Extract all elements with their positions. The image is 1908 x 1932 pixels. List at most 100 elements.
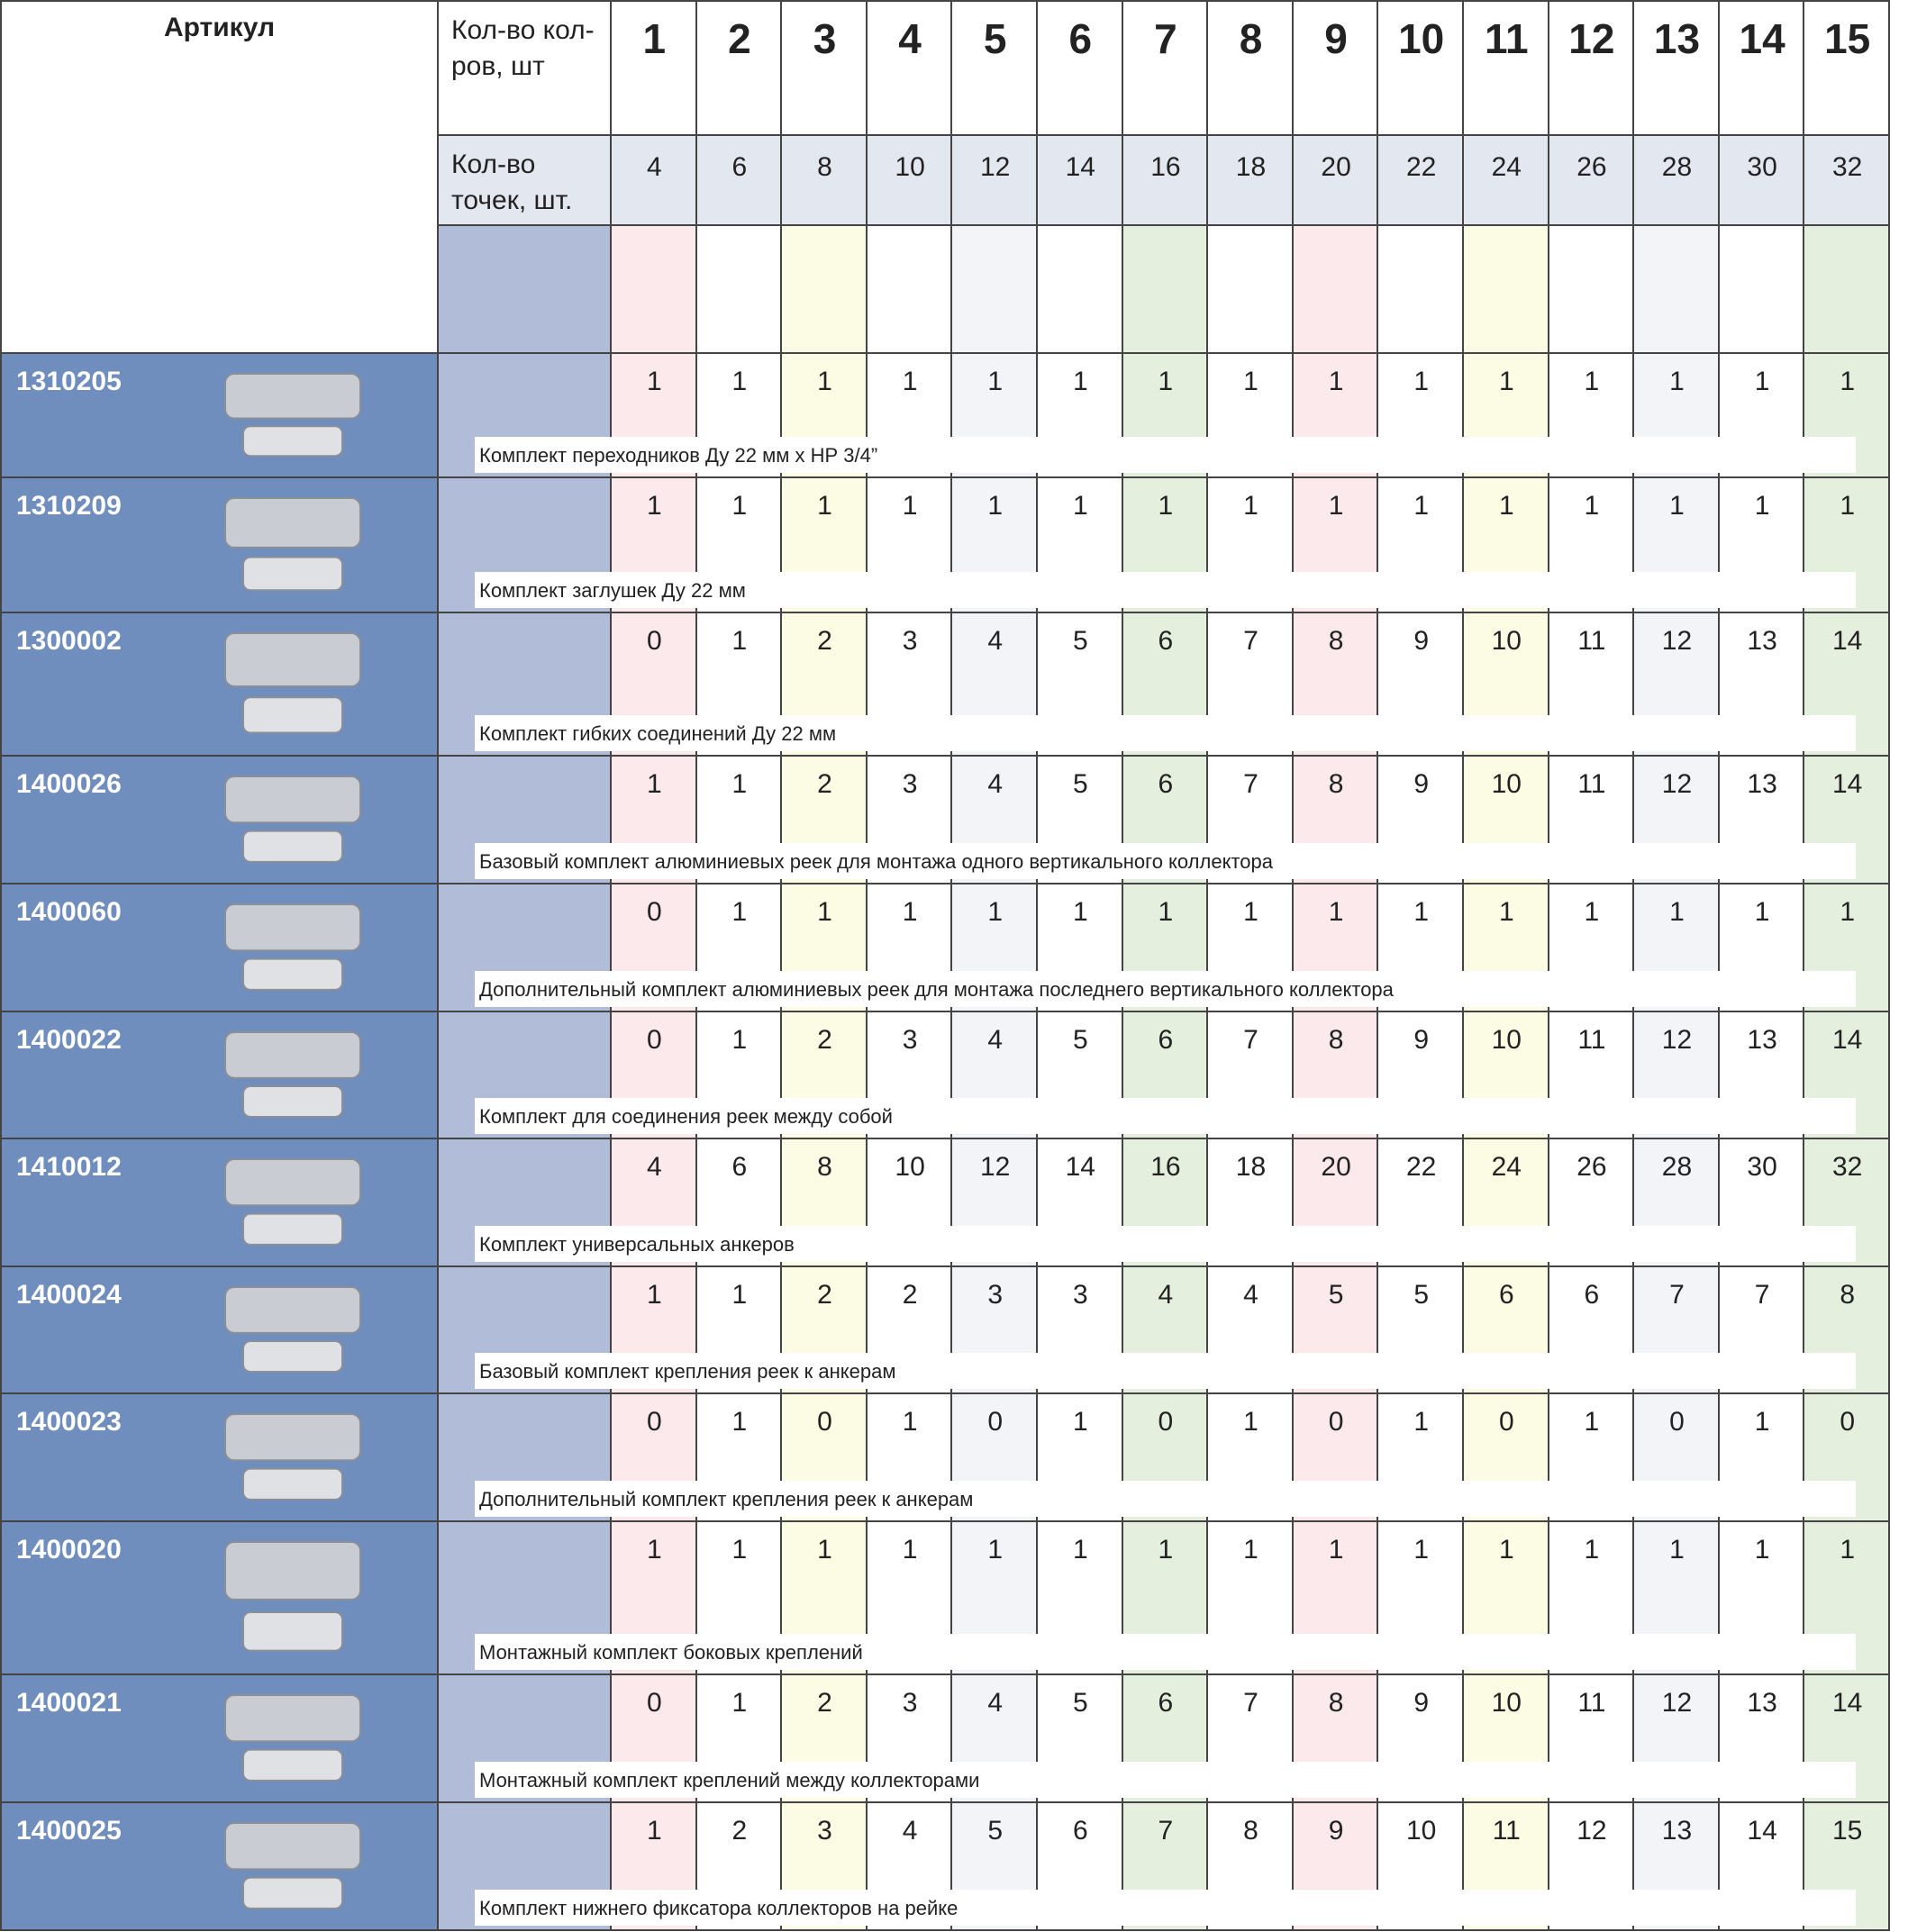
header-cell xyxy=(1549,136,1635,226)
value: 32 xyxy=(1832,1152,1863,1182)
article-cell xyxy=(0,613,439,757)
value: 1 xyxy=(817,367,832,396)
description: Дополнительный комплект алюминиевых реек… xyxy=(479,978,1394,1001)
value: 12 xyxy=(980,1152,1011,1182)
value: 1 xyxy=(646,1816,662,1846)
value: 1 xyxy=(1413,1535,1430,1565)
value: 8 xyxy=(1840,1280,1856,1310)
value: 10 xyxy=(1406,1816,1437,1846)
value: 11 xyxy=(1577,769,1606,799)
header-cell xyxy=(1038,0,1123,136)
value: 9 xyxy=(1413,626,1430,656)
value: 7 xyxy=(1243,626,1258,656)
header-cell xyxy=(867,136,953,226)
description-band xyxy=(475,971,1856,1007)
value: 1 xyxy=(1158,367,1174,396)
product-icon xyxy=(224,903,361,991)
description: Монтажный комплект креплений между колле… xyxy=(479,1769,980,1791)
value: 1 xyxy=(1243,491,1258,521)
value: 10 xyxy=(1491,769,1522,799)
value: 1 xyxy=(987,1535,1004,1565)
value: 1 xyxy=(1584,897,1600,927)
point-count: 18 xyxy=(1235,152,1267,182)
tint-cell xyxy=(1804,226,1890,354)
value: 1 xyxy=(1498,897,1514,927)
value: 4 xyxy=(987,1025,1004,1055)
header-cell xyxy=(952,136,1038,226)
value: 24 xyxy=(1491,1152,1522,1182)
tint-cell xyxy=(696,226,783,354)
value: 1 xyxy=(1158,897,1174,927)
header-cell xyxy=(612,0,697,136)
collector-count: 11 xyxy=(1484,15,1529,62)
value: 1 xyxy=(646,1535,662,1565)
value: 13 xyxy=(1747,626,1777,656)
value: 1 xyxy=(731,1535,748,1565)
header-cell xyxy=(1719,0,1805,136)
value: 6 xyxy=(731,1152,748,1182)
value: 1 xyxy=(1754,1535,1770,1565)
header-cell xyxy=(1634,0,1720,136)
header-cell xyxy=(1464,0,1549,136)
value: 8 xyxy=(1328,769,1344,799)
header-cell xyxy=(1464,136,1549,226)
value: 2 xyxy=(902,1280,918,1310)
value: 1 xyxy=(817,1535,832,1565)
value: 1 xyxy=(1840,367,1856,396)
value: 1 xyxy=(1584,491,1600,521)
value: 1 xyxy=(1328,1535,1344,1565)
value: 1 xyxy=(646,1280,662,1310)
value: 0 xyxy=(1328,1407,1344,1437)
product-icon xyxy=(224,1286,361,1373)
product-icon xyxy=(224,1413,361,1501)
value: 1 xyxy=(1754,367,1770,396)
value: 0 xyxy=(817,1407,832,1437)
value: 1 xyxy=(1413,897,1430,927)
value: 1 xyxy=(1669,491,1685,521)
value: 1 xyxy=(731,1407,748,1437)
value: 1 xyxy=(1584,1407,1600,1437)
collector-count: 1 xyxy=(642,15,667,62)
value: 1 xyxy=(731,491,748,521)
article-code: 1400022 xyxy=(16,1025,122,1055)
value: 1 xyxy=(1243,367,1258,396)
value: 13 xyxy=(1661,1816,1693,1846)
article-cell xyxy=(0,1394,439,1522)
value: 1 xyxy=(1158,1535,1174,1565)
value: 10 xyxy=(1491,626,1522,656)
value: 0 xyxy=(1669,1407,1685,1437)
value: 5 xyxy=(1072,769,1088,799)
value: 1 xyxy=(987,491,1004,521)
header-cell xyxy=(1208,0,1294,136)
value: 3 xyxy=(902,1025,918,1055)
header-cell xyxy=(782,136,868,226)
article-code: 1400020 xyxy=(16,1535,122,1565)
value: 4 xyxy=(987,626,1004,656)
value: 9 xyxy=(1413,1025,1430,1055)
value: 1 xyxy=(1754,491,1770,521)
value: 1 xyxy=(987,367,1004,396)
value: 12 xyxy=(1576,1816,1607,1846)
tint-cell xyxy=(1122,226,1209,354)
header-cell xyxy=(1719,136,1805,226)
point-count: 20 xyxy=(1321,152,1351,182)
article-cell xyxy=(0,478,439,613)
tint-cell xyxy=(1038,226,1123,354)
value: 4 xyxy=(987,1688,1004,1718)
article-cell xyxy=(0,1522,439,1675)
article-code: 1300002 xyxy=(16,626,122,656)
value: 7 xyxy=(1243,1688,1258,1718)
value: 1 xyxy=(1413,491,1430,521)
value: 12 xyxy=(1661,626,1693,656)
value: 11 xyxy=(1577,1025,1606,1055)
value: 1 xyxy=(1754,897,1770,927)
value: 1 xyxy=(1413,367,1430,396)
value: 2 xyxy=(731,1816,748,1846)
collector-count: 6 xyxy=(1068,15,1093,62)
header-cell xyxy=(952,0,1038,136)
point-count: 24 xyxy=(1491,152,1522,182)
tint-cell xyxy=(1293,226,1379,354)
value: 2 xyxy=(817,1025,832,1055)
tint-cell xyxy=(1208,226,1294,354)
